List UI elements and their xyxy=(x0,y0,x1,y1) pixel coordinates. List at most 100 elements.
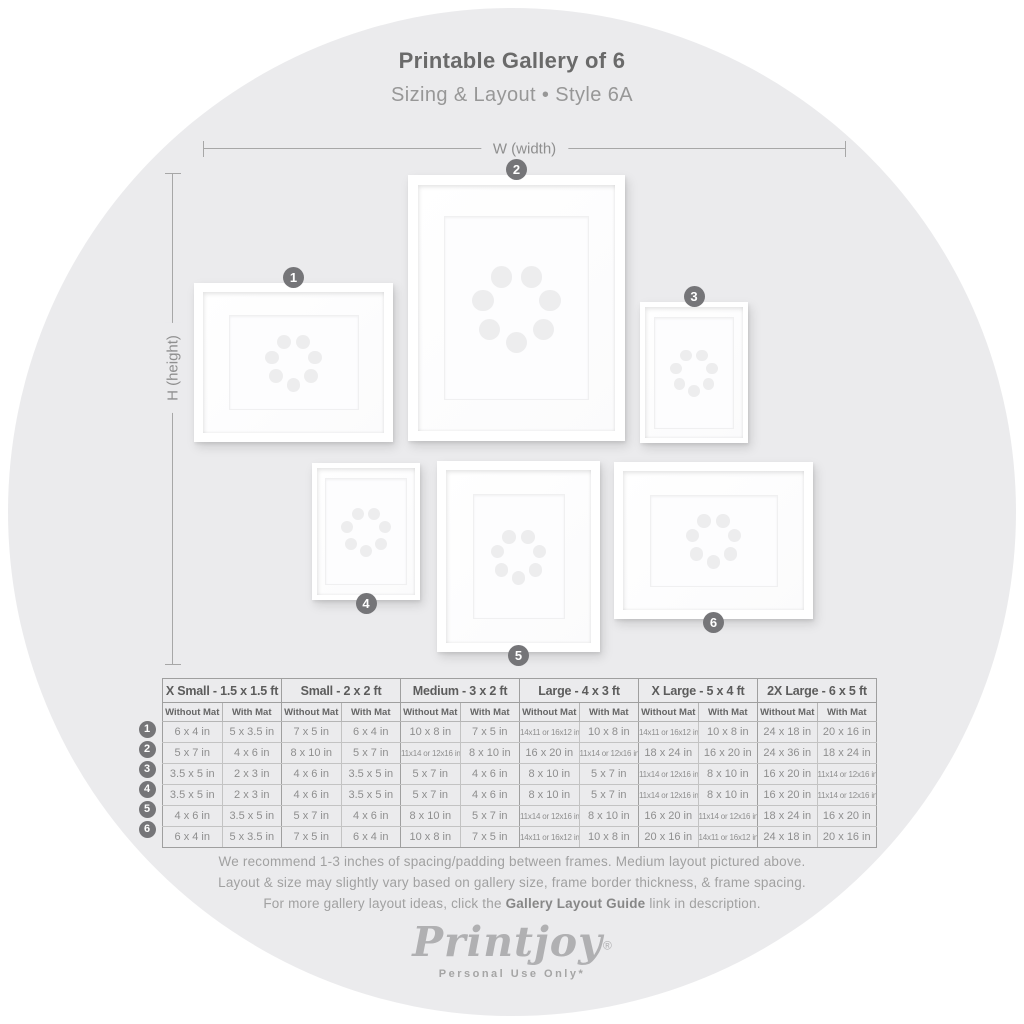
art-dot xyxy=(490,266,513,288)
art-dot xyxy=(494,563,509,577)
size-table: X Small - 1.5 x 1.5 ft Small - 2 x 2 ft Me… xyxy=(161,678,878,848)
row-badge-1: 1 xyxy=(138,720,156,738)
frame-6-art xyxy=(649,494,778,587)
with-mat-header: With Mat xyxy=(340,702,402,722)
footer-line-2: Layout & size may slightly vary based on… xyxy=(218,875,806,890)
size-cell: 10 x 8 in xyxy=(400,721,461,743)
size-cell: 11x14 or 12x16 in xyxy=(638,784,699,806)
art-dot xyxy=(308,350,323,365)
footer-line-3-suffix: link in description. xyxy=(645,896,761,911)
size-cell: 8 x 10 in xyxy=(697,763,759,785)
art-dot xyxy=(269,369,283,384)
size-cell: 8 x 10 in xyxy=(519,784,580,806)
art-dot xyxy=(505,331,528,353)
height-label: H (height) xyxy=(164,323,182,413)
size-cell: 5 x 7 in xyxy=(281,805,342,827)
size-cell: 10 x 8 in xyxy=(697,721,759,743)
size-cell: 11x14 or 12x16 in xyxy=(519,805,580,827)
art-dot xyxy=(706,555,721,569)
size-cell: 4 x 6 in xyxy=(340,805,402,827)
art-dot xyxy=(706,362,719,375)
frame-4-badge: 4 xyxy=(355,593,377,614)
art-dot xyxy=(375,537,387,550)
size-cell: 20 x 16 in xyxy=(816,721,878,743)
size-cell: 18 x 24 in xyxy=(638,742,699,764)
art-dot xyxy=(520,266,543,288)
frame-6 xyxy=(614,462,813,619)
height-line xyxy=(172,173,173,665)
art-dot xyxy=(521,530,535,544)
frame-1 xyxy=(194,283,393,442)
size-cell: 24 x 36 in xyxy=(757,742,818,764)
art-dot xyxy=(673,378,686,390)
art-dot xyxy=(723,547,738,561)
size-cell: 2 x 3 in xyxy=(221,763,283,785)
size-cell: 16 x 20 in xyxy=(638,805,699,827)
size-cell: 6 x 4 in xyxy=(340,721,402,743)
art-dot xyxy=(264,350,279,365)
art-dot xyxy=(680,349,692,362)
without-mat-header: Without Mat xyxy=(281,702,342,722)
size-cell: 11x14 or 12x16 in xyxy=(816,763,878,785)
frame-4-art xyxy=(325,478,407,585)
size-cell: 5 x 7 in xyxy=(578,763,640,785)
row-badge-6: 6 xyxy=(138,820,156,838)
frame-2-mat xyxy=(418,185,615,431)
with-mat-header: With Mat xyxy=(578,702,640,722)
size-cell: 5 x 3.5 in xyxy=(221,721,283,743)
size-cell: 5 x 7 in xyxy=(340,742,402,764)
size-cell: 11x14 or 12x16 in xyxy=(578,742,640,764)
registered-mark: ® xyxy=(602,938,612,953)
size-cell: 16 x 20 in xyxy=(757,763,818,785)
size-cell: 4 x 6 in xyxy=(221,742,283,764)
art-dot xyxy=(341,521,354,534)
size-cell: 11x14 or 12x16 in xyxy=(816,784,878,806)
size-cell: 10 x 8 in xyxy=(578,826,640,848)
size-cell: 4 x 6 in xyxy=(281,784,342,806)
size-cell: 8 x 10 in xyxy=(281,742,342,764)
size-cell: 6 x 4 in xyxy=(162,826,223,848)
without-mat-header: Without Mat xyxy=(638,702,699,722)
frame-1-badge: 1 xyxy=(283,267,304,288)
frame-3-badge: 3 xyxy=(683,286,705,307)
size-cell: 11x14 or 12x16 in xyxy=(697,805,759,827)
frame-2-badge: 2 xyxy=(506,159,527,180)
gallery-layout-guide-link: Gallery Layout Guide xyxy=(505,896,646,911)
art-dot xyxy=(697,514,711,528)
frame-5-art xyxy=(472,494,565,619)
size-cell: 3.5 x 5 in xyxy=(340,763,402,785)
size-cell: 20 x 16 in xyxy=(816,826,878,848)
size-cell: 3.5 x 5 in xyxy=(162,763,223,785)
table-row: 3.5 x 5 in 2 x 3 in 4 x 6 in 3.5 x 5 in 5 x … xyxy=(162,763,878,785)
size-cell: 4 x 6 in xyxy=(459,784,521,806)
art-dot xyxy=(360,544,372,557)
size-cell: 4 x 6 in xyxy=(162,805,223,827)
frame-6-badge: 6 xyxy=(703,612,724,633)
printjoy-logo: Printjoy® xyxy=(0,918,1024,966)
footer-note: We recommend 1-3 inches of spacing/paddi… xyxy=(0,851,1024,914)
column-group-header: Small - 2 x 2 ft xyxy=(281,678,402,703)
art-dot xyxy=(304,369,318,384)
size-cell: 5 x 3.5 in xyxy=(221,826,283,848)
logo-tagline: Personal Use Only* xyxy=(438,968,586,980)
size-cell: 16 x 20 in xyxy=(519,742,580,764)
size-cell: 16 x 20 in xyxy=(816,805,878,827)
art-dot xyxy=(532,544,547,559)
size-cell: 5 x 7 in xyxy=(162,742,223,764)
size-cell: 7 x 5 in xyxy=(459,721,521,743)
size-cell: 8 x 10 in xyxy=(697,784,759,806)
without-mat-header: Without Mat xyxy=(519,702,580,722)
size-cell: 4 x 6 in xyxy=(281,763,342,785)
page-subtitle: Sizing & Layout • Style 6A xyxy=(391,84,633,106)
row-badge-2: 2 xyxy=(138,740,156,758)
height-tick-bottom xyxy=(165,664,181,665)
height-dimension-line: H (height) xyxy=(164,173,182,665)
frame-1-mat xyxy=(203,292,384,433)
frame-5-mat xyxy=(446,470,591,643)
table-row: 5 x 7 in 4 x 6 in 8 x 10 in 5 x 7 in 11x14 o… xyxy=(162,742,878,764)
width-dimension-line: W (width) xyxy=(203,140,846,158)
row-badge-3: 3 xyxy=(138,760,156,778)
size-cell: 8 x 10 in xyxy=(578,805,640,827)
size-cell: 24 x 18 in xyxy=(757,721,818,743)
column-group-header: 2X Large - 6 x 5 ft xyxy=(757,678,878,703)
